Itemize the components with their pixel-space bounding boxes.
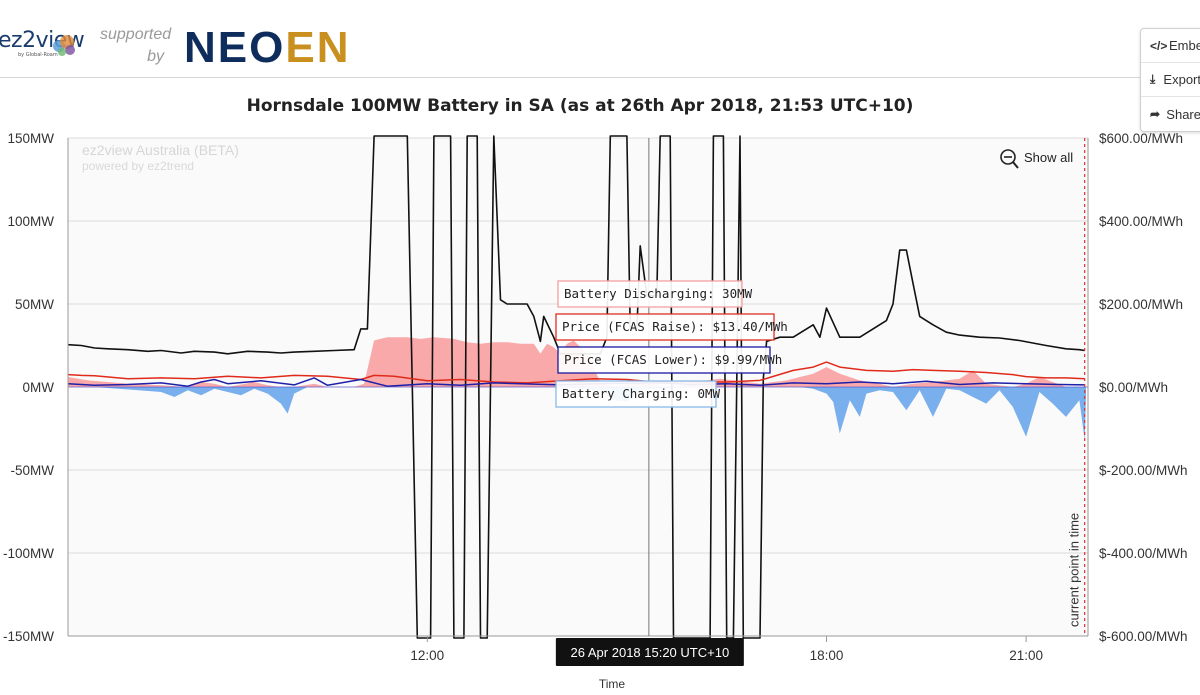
tooltip-text: Price (FCAS Raise): $13.40/MWh <box>562 319 788 334</box>
share-icon: ➦ <box>1150 107 1161 121</box>
code-icon: </> <box>1150 38 1168 53</box>
overlay-layer: ez2view Australia (BETA)powered by ez2tr… <box>82 138 1086 666</box>
watermark-sub: powered by ez2trend <box>82 159 194 173</box>
tooltip-box <box>557 280 743 308</box>
y-left-tick-label: 0MW <box>23 380 55 395</box>
y-right-tick-label: $-400.00/MWh <box>1099 546 1188 561</box>
ez2view-dots-icon <box>53 35 75 56</box>
tooltip-box <box>555 380 717 408</box>
x-tick-label: 21:00 <box>1009 648 1043 663</box>
tooltip-text: Battery Discharging: 30MW <box>564 286 753 301</box>
neoen-logo-part1: NEO <box>184 23 286 72</box>
neoen-logo[interactable]: NEOEN <box>184 24 350 72</box>
export-button[interactable]: ⤓ Export <box>1141 63 1200 97</box>
y-right-tick-label: $600.00/MWh <box>1099 131 1183 146</box>
y-right-tick-label: $400.00/MWh <box>1099 214 1183 229</box>
tooltip-box <box>557 346 771 374</box>
ez2view-logo[interactable]: ez2view by Global-Roam <box>0 28 85 64</box>
crosshair-label-text: 26 Apr 2018 15:20 UTC+10 <box>571 645 730 660</box>
by-label: by <box>147 48 164 65</box>
y-left-tick-label: 150MW <box>7 131 54 146</box>
share-label: Share <box>1166 106 1200 122</box>
y-right-tick-label: $-200.00/MWh <box>1099 463 1188 478</box>
tooltip-4: Battery Charging: 0MW <box>555 380 721 408</box>
supported-label: supported <box>100 26 172 43</box>
watermark-title: ez2view Australia (BETA) <box>82 142 239 158</box>
chart-toolbar: </> Embed ⤓ Export ➦ Share <box>1140 28 1200 132</box>
supported-by-text: supported by <box>100 24 172 68</box>
chart-title: Hornsdale 100MW Battery in SA (as at 26t… <box>246 96 914 116</box>
download-icon: ⤓ <box>1150 72 1156 86</box>
zoom-out-icon <box>1000 149 1016 165</box>
show-all-button[interactable]: Show all <box>1000 149 1073 169</box>
tooltip-3: Price (FCAS Lower): $9.99/MWh <box>557 346 782 374</box>
crosshair-label-box <box>555 638 744 666</box>
tooltip-box <box>555 313 775 341</box>
y-left-tick-label: 100MW <box>7 214 54 229</box>
export-label: Export <box>1163 72 1200 87</box>
tooltip-1: Battery Discharging: 30MW <box>557 280 753 308</box>
y-left-tick-label: -100MW <box>3 546 54 561</box>
tooltip-text: Price (FCAS Lower): $9.99/MWh <box>564 352 782 367</box>
embed-button[interactable]: </> Embed <box>1141 29 1200 63</box>
tooltip-text: Battery Charging: 0MW <box>562 386 721 401</box>
tooltip-2: Price (FCAS Raise): $13.40/MWh <box>555 313 788 341</box>
zoom-out-icon-handle <box>1012 161 1019 169</box>
x-tick-label: 18:00 <box>810 648 844 663</box>
x-tick-label: 12:00 <box>410 648 444 663</box>
y-left-tick-label: -50MW <box>11 463 55 478</box>
series-line-price-fcas-raise <box>67 361 1085 384</box>
ez2view-sub-text: by Global-Roam <box>18 52 58 58</box>
series-area-battery-charging <box>68 387 1086 441</box>
y-left-tick-label: 50MW <box>15 297 54 312</box>
y-right-tick-label: $200.00/MWh <box>1099 297 1183 312</box>
show-all-label: Show all <box>1024 150 1073 165</box>
embed-label: Embed <box>1169 38 1200 53</box>
header-bar: ez2view by Global-Roam supported by NEOE… <box>0 0 1200 78</box>
series-line-price-energy <box>67 135 1085 639</box>
x-axis-title: Time <box>599 677 626 691</box>
share-button[interactable]: ➦ Share <box>1141 97 1200 131</box>
neoen-logo-part2: EN <box>285 23 351 72</box>
axis-layer: 150MW $600.00/MWh 100MW $400.00/MWh 50MW $200… <box>3 131 1188 691</box>
y-right-tick-label: $0.00/MWh <box>1099 380 1168 395</box>
y-right-tick-label: $-600.00/MWh <box>1099 629 1188 644</box>
current-time-label: current point in time <box>1067 513 1082 627</box>
y-left-tick-label: -150MW <box>3 629 54 644</box>
